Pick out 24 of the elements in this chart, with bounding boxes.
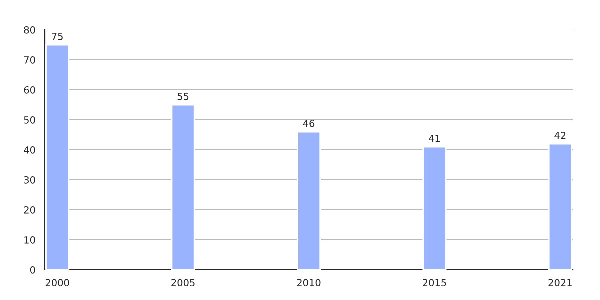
data-label: 42: [554, 132, 566, 140]
x-tick-label: 2000: [46, 279, 70, 287]
y-tick-label: 60: [24, 86, 36, 94]
data-label: 75: [52, 33, 63, 40]
y-tick-label: 70: [24, 56, 36, 64]
x-tick-label: 2005: [172, 279, 195, 287]
x-tick-label: 2010: [297, 279, 321, 287]
bar: [171, 104, 196, 270]
data-label: 46: [303, 120, 315, 128]
bar: [296, 131, 322, 270]
y-tick-label: 30: [24, 176, 36, 184]
bar: [46, 44, 70, 270]
x-tick-label: 2021: [548, 279, 572, 287]
y-tick-label: 0: [30, 266, 36, 274]
data-label: 55: [178, 93, 189, 100]
y-tick-label: 20: [24, 206, 36, 214]
x-tick-label: 2015: [423, 279, 446, 287]
y-tick-label: 50: [24, 116, 36, 124]
data-label: 41: [429, 135, 440, 142]
y-tick-label: 80: [24, 26, 36, 34]
bar: [422, 146, 447, 270]
bar: [548, 143, 572, 270]
y-tick-label: 10: [24, 236, 36, 244]
y-tick-label: 40: [24, 146, 36, 154]
